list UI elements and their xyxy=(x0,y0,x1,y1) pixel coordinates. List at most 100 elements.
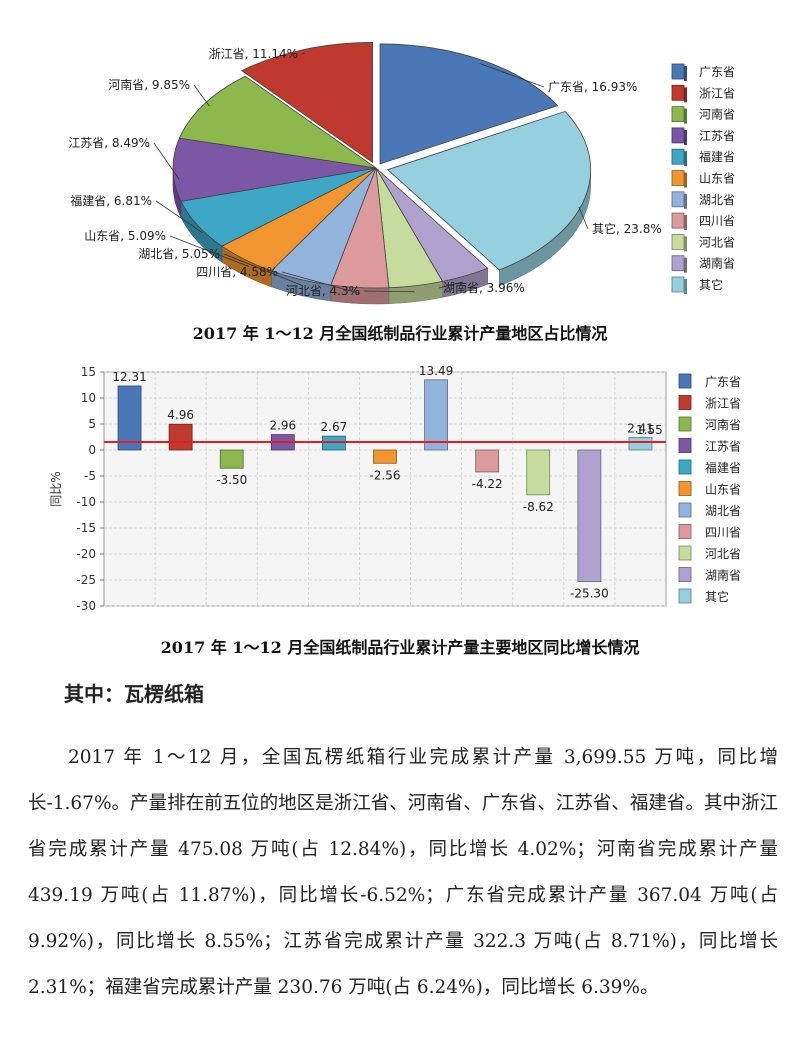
pie-legend-label: 河南省 xyxy=(699,107,735,122)
pie-legend-swatch xyxy=(671,276,685,293)
pie-legend-label: 其它 xyxy=(699,277,723,292)
bar-legend-swatch xyxy=(678,545,692,561)
pie-legend-swatch-shade xyxy=(684,257,687,273)
pie-legend-label: 四川省 xyxy=(699,214,735,228)
pie-legend-swatch xyxy=(671,63,685,80)
pie-slice-label: 山东省, 5.09% xyxy=(84,229,166,243)
pie-legend-swatch-shade xyxy=(684,87,687,103)
pie-leader-line xyxy=(223,253,303,286)
pie-leader-line xyxy=(281,271,361,295)
pie-leader-line xyxy=(363,290,415,293)
bar-legend-label: 山东省 xyxy=(705,483,741,497)
pie-slice-label: 河南省, 9.85% xyxy=(108,77,190,92)
pie-chart: 广东省, 16.93% 其它, 23.8% 湖南省, 3.96% 河北省, 4.3% 四… xyxy=(68,42,735,305)
y-tick-label: -10 xyxy=(76,495,96,509)
pie-slice-label: 广东省, 16.93% xyxy=(548,80,637,94)
pie-legend-swatch-shade xyxy=(684,215,687,231)
pie-slice-label: 四川省, 4.58% xyxy=(196,265,278,279)
bar-legend-label: 河南省 xyxy=(705,417,741,432)
bar xyxy=(219,449,244,469)
pie-leader-line xyxy=(155,200,203,234)
y-tick-label: 15 xyxy=(81,365,96,379)
pie-slice xyxy=(241,42,373,164)
bar-legend-swatch xyxy=(678,588,692,604)
bar-legend-swatch xyxy=(678,438,692,453)
bar-legend-swatch xyxy=(678,567,692,582)
pie-legend-swatch xyxy=(671,255,685,272)
pie-leader-line xyxy=(169,235,250,267)
y-tick-label: -30 xyxy=(76,599,96,613)
bar-value-label: 2.96 xyxy=(269,419,296,433)
y-tick-label: 5 xyxy=(88,417,96,431)
bar-chart-title: 2017 年 1～12 月全国纸制品行业累计产量主要地区同比增长情况 xyxy=(160,638,640,657)
pie-legend-label: 广东省 xyxy=(699,65,735,79)
bar-value-label: 2.41 xyxy=(627,421,654,435)
bar-legend-label: 其它 xyxy=(705,589,729,604)
bar-value-label: 4.96 xyxy=(167,408,194,422)
bar-value-label: -8.62 xyxy=(523,500,554,514)
bar-value-label: -3.50 xyxy=(216,473,247,487)
section-heading: 其中：瓦楞纸箱 xyxy=(64,682,204,706)
y-axis-label: 同比% xyxy=(49,471,63,506)
pie-chart-title: 2017 年 1～12 月全国纸制品行业累计产量地区占比情况 xyxy=(192,324,608,343)
reference-line-label: 1.55 xyxy=(636,423,663,437)
y-tick-label: -5 xyxy=(84,469,96,483)
y-tick-label: -20 xyxy=(76,547,96,561)
pie-leader-line xyxy=(301,52,306,55)
pie-legend-label: 山东省 xyxy=(699,172,735,186)
bar-legend-label: 广东省 xyxy=(705,375,741,389)
bar-plot-area xyxy=(103,371,667,607)
bar-value-label: -25.30 xyxy=(570,587,609,601)
y-tick-label: 10 xyxy=(81,391,96,405)
pie-legend-swatch-shade xyxy=(684,129,687,145)
bar xyxy=(475,449,500,473)
pie-slice xyxy=(172,137,377,202)
pie-legend-label: 湖南省 xyxy=(699,256,735,271)
pie-legend-swatch xyxy=(671,212,685,229)
bar-legend-label: 四川省 xyxy=(705,526,741,540)
bar-legend-label: 浙江省 xyxy=(705,397,741,411)
bar-value-label: 13.49 xyxy=(419,364,453,378)
pie-legend-swatch-shade xyxy=(684,172,687,188)
bar-value-label: 12.31 xyxy=(112,370,146,384)
bar-legend-swatch xyxy=(678,524,692,539)
pie-legend-swatch-shade xyxy=(684,108,687,124)
pie-legend-swatch-shade xyxy=(684,151,687,167)
pie-leader-line xyxy=(153,142,180,180)
pie-leader-line xyxy=(193,84,210,107)
pie-legend-label: 江苏省 xyxy=(699,129,735,143)
bar-legend-swatch xyxy=(678,481,692,496)
pie-legend-swatch xyxy=(671,127,685,144)
pie-legend-label: 河北省 xyxy=(699,235,735,249)
pie-legend-label: 湖北省 xyxy=(699,192,735,207)
pie-slice xyxy=(178,75,377,169)
pie-legend-swatch xyxy=(671,148,685,165)
pie-legend-swatch xyxy=(671,106,685,122)
bar-value-label: -2.56 xyxy=(369,468,400,482)
y-tick-label: -25 xyxy=(76,573,96,587)
pie-slice xyxy=(386,110,592,271)
pie-slice-label: 江苏省, 8.49% xyxy=(68,136,150,150)
bar-legend-swatch xyxy=(678,502,692,518)
bar xyxy=(628,437,653,451)
bar xyxy=(526,449,551,496)
bar xyxy=(322,435,346,451)
pie-slice-label: 湖南省, 3.96% xyxy=(443,280,525,295)
bar-legend-label: 湖南省 xyxy=(705,568,741,583)
article-paragraph: 2017 年 1～12 月，全国瓦楞纸箱行业完成累计产量 3,699.55 万吨… xyxy=(28,747,778,998)
pie-legend-swatch-shade xyxy=(684,66,687,81)
pie-slice-label: 湖北省, 5.05% xyxy=(138,246,220,261)
pie-slice xyxy=(379,43,559,165)
pie-legend-label: 浙江省 xyxy=(699,86,735,100)
bar-legend-swatch xyxy=(678,373,692,389)
pie-legend-swatch-shade xyxy=(684,193,687,209)
bar xyxy=(117,385,142,451)
bar-legend-swatch xyxy=(678,459,692,475)
article-body: 2017 年 1～12 月，全国瓦楞纸箱行业完成累计产量 3,699.55 万吨… xyxy=(28,735,778,1011)
bar xyxy=(168,423,193,451)
bar-value-label: 2.67 xyxy=(321,420,348,434)
y-tick-label: 0 xyxy=(88,443,96,457)
bar xyxy=(424,379,448,451)
bar xyxy=(577,449,602,582)
pie-legend-swatch xyxy=(671,84,685,101)
